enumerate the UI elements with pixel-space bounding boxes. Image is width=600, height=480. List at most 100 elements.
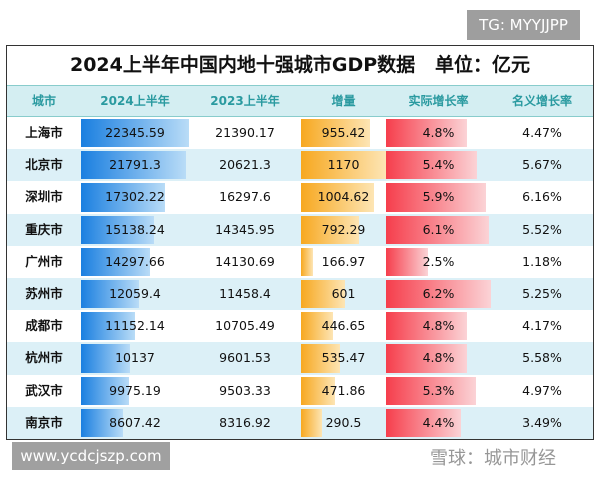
nominal-growth-cell-text: 5.25% — [522, 285, 562, 301]
real-growth-cell: 4.8% — [386, 117, 491, 149]
city-cell-text: 上海市 — [25, 125, 63, 140]
gdp-bar — [81, 376, 130, 405]
city-cell: 南京市 — [7, 407, 81, 439]
gdp-2023-cell-text: 9601.53 — [219, 350, 271, 366]
nominal-growth-cell-text: 4.17% — [522, 318, 562, 334]
gdp-2023-cell: 8316.92 — [189, 407, 301, 439]
real-growth-cell: 6.1% — [386, 214, 491, 246]
growth-bar — [386, 344, 468, 373]
real-growth-cell-text: 6.1% — [422, 221, 455, 237]
growth-bar — [386, 183, 486, 212]
increment-bar — [301, 183, 374, 212]
nominal-growth-cell: 5.67% — [491, 149, 593, 181]
gdp-bar — [81, 312, 135, 341]
table-row: 上海市 22345.59 21390.17 955.42 4.8% 4.47% — [7, 117, 593, 149]
table-row: 杭州市 10137 9601.53 535.47 4.8% 5.58% — [7, 342, 593, 375]
city-cell: 北京市 — [7, 149, 81, 181]
real-growth-cell: 4.8% — [386, 342, 491, 374]
real-growth-cell-text: 4.4% — [422, 414, 455, 430]
gdp-bar — [81, 151, 187, 180]
table-row: 南京市 8607.42 8316.92 290.5 4.4% 3.49% — [7, 406, 593, 439]
city-cell: 成都市 — [7, 310, 81, 342]
gdp-2024-cell: 22345.59 — [81, 117, 189, 149]
increment-cell-text: 792.29 — [321, 221, 366, 237]
gdp-2023-cell: 20621.3 — [189, 149, 301, 181]
city-cell: 杭州市 — [7, 342, 81, 374]
growth-bar — [386, 151, 478, 180]
nominal-growth-cell: 5.58% — [491, 342, 593, 374]
city-cell-text: 武汉市 — [25, 382, 63, 398]
table-body: 上海市 22345.59 21390.17 955.42 4.8% 4.47% 北京市 217… — [7, 117, 593, 439]
increment-cell: 1004.62 — [301, 181, 386, 213]
real-growth-cell: 4.8% — [386, 310, 491, 342]
real-growth-cell: 2.5% — [386, 246, 491, 278]
gdp-2023-cell: 9503.33 — [189, 375, 301, 407]
increment-bar — [301, 344, 340, 373]
increment-bar — [301, 279, 345, 309]
real-growth-cell-text: 5.3% — [422, 382, 455, 398]
gdp-2023-cell: 10705.49 — [189, 310, 301, 342]
gdp-2024-cell: 15138.24 — [81, 214, 189, 246]
gdp-2023-cell-text: 21390.17 — [215, 125, 275, 140]
increment-cell: 1170 — [301, 149, 386, 181]
growth-bar — [386, 408, 461, 437]
city-cell: 苏州市 — [7, 278, 81, 310]
gdp-2023-cell: 14130.69 — [189, 246, 301, 278]
gdp-2024-cell-text: 11152.14 — [105, 318, 165, 334]
gdp-2023-cell-text: 8316.92 — [219, 414, 271, 430]
increment-bar — [301, 376, 336, 405]
real-growth-cell-text: 4.8% — [422, 318, 455, 334]
growth-bar — [386, 247, 429, 276]
real-growth-cell: 4.4% — [386, 407, 491, 439]
real-growth-cell: 6.2% — [386, 278, 491, 310]
real-growth-cell-text: 2.5% — [422, 253, 455, 269]
gdp-bar — [81, 215, 155, 244]
increment-cell: 792.29 — [301, 214, 386, 246]
gdp-2023-cell: 11458.4 — [189, 278, 301, 310]
gdp-2024-cell-text: 17302.22 — [105, 189, 165, 205]
table-row: 苏州市 12059.4 11458.4 601 6.2% 5.25% — [7, 277, 593, 311]
nominal-growth-cell: 5.25% — [491, 278, 593, 310]
city-cell: 广州市 — [7, 246, 81, 278]
header-row: 城市 2024上半年 2023上半年 增量 实际增长率 名义增长率 — [7, 86, 593, 117]
nominal-growth-cell-text: 6.16% — [522, 189, 562, 205]
header-2024: 2024上半年 — [100, 94, 170, 108]
table-row: 深圳市 17302.22 16297.6 1004.62 5.9% 6.16% — [7, 181, 593, 213]
city-cell-text: 苏州市 — [25, 285, 63, 301]
xueqiu-watermark: 雪球：城市财经 — [430, 448, 556, 469]
gdp-2023-cell: 9601.53 — [189, 342, 301, 374]
growth-bar — [386, 279, 491, 309]
real-growth-cell: 5.3% — [386, 375, 491, 407]
city-cell-text: 深圳市 — [25, 189, 63, 205]
city-cell: 上海市 — [7, 117, 81, 149]
table-row: 重庆市 15138.24 14345.95 792.29 6.1% 5.52% — [7, 213, 593, 246]
gdp-2024-cell: 11152.14 — [81, 310, 189, 342]
increment-bar — [301, 215, 359, 244]
gdp-2024-cell: 12059.4 — [81, 278, 189, 310]
nominal-growth-cell-text: 1.18% — [522, 253, 562, 269]
nominal-growth-cell: 5.52% — [491, 214, 593, 246]
city-cell-text: 成都市 — [25, 318, 63, 334]
table-title: 2024上半年中国内地十强城市GDP数据 单位：亿元 — [7, 46, 593, 86]
gdp-2024-cell: 21791.3 — [81, 149, 189, 181]
gdp-2024-cell-text: 22345.59 — [105, 125, 165, 140]
header-2023: 2023上半年 — [210, 94, 280, 108]
gdp-2024-cell-text: 14297.66 — [105, 253, 165, 269]
nominal-growth-cell: 3.49% — [491, 407, 593, 439]
gdp-bar — [81, 119, 189, 148]
real-growth-cell-text: 5.4% — [422, 157, 455, 173]
city-cell: 深圳市 — [7, 181, 81, 213]
gdp-2023-cell-text: 11458.4 — [219, 285, 271, 301]
gdp-bar — [81, 247, 151, 276]
city-cell: 重庆市 — [7, 214, 81, 246]
increment-cell-text: 601 — [331, 285, 356, 301]
gdp-2024-cell: 14297.66 — [81, 246, 189, 278]
nominal-growth-cell: 4.17% — [491, 310, 593, 342]
increment-cell-text: 1004.62 — [317, 189, 370, 205]
gdp-2023-cell-text: 16297.6 — [219, 189, 271, 205]
gdp-2024-cell-text: 8607.42 — [109, 414, 161, 430]
gdp-2024-cell-text: 21791.3 — [109, 157, 161, 173]
increment-cell-text: 166.97 — [321, 253, 366, 269]
increment-cell-text: 446.65 — [321, 318, 366, 334]
gdp-2024-cell-text: 15138.24 — [105, 221, 165, 237]
